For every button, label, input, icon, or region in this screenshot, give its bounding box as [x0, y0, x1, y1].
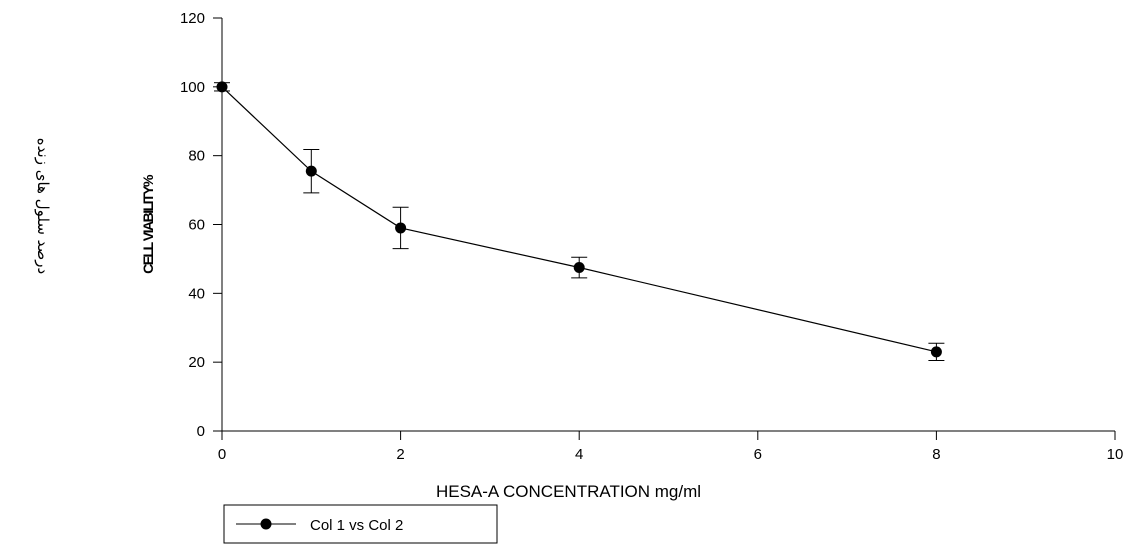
- y-tick-label: 100: [180, 79, 205, 96]
- legend-label: Col 1 vs Col 2: [310, 517, 403, 534]
- legend: Col 1 vs Col 2: [223, 504, 498, 544]
- data-point: [216, 81, 228, 93]
- x-tick-label: 6: [754, 446, 762, 463]
- x-tick-label: 0: [218, 446, 226, 463]
- y-tick-label: 80: [188, 148, 205, 165]
- legend-marker: [260, 518, 272, 530]
- y-axis-title: CELL VIABILITY%: [140, 174, 156, 274]
- data-point: [305, 165, 317, 177]
- y-tick-label: 0: [197, 423, 205, 440]
- series-col-1-vs-col-2: [214, 81, 945, 361]
- series-layer: [214, 81, 945, 361]
- x-tick-label: 8: [932, 446, 940, 463]
- data-point: [930, 346, 942, 358]
- x-tick-label: 10: [1107, 446, 1124, 463]
- y-tick-label: 40: [188, 285, 205, 302]
- y-axis-title-persian: درصد سلول های زنده: [34, 138, 52, 274]
- y-tick-label: 120: [180, 10, 205, 27]
- data-point: [573, 262, 585, 274]
- series-line: [221, 86, 937, 353]
- y-ticks: 0 20 40 60 80 100 120: [180, 10, 222, 440]
- x-axis-title: HESA-A CONCENTRATION mg/ml: [436, 482, 701, 501]
- x-tick-label: 4: [575, 446, 583, 463]
- y-axis: 0 20 40 60 80 100 120: [180, 10, 223, 440]
- x-tick-label: 2: [396, 446, 404, 463]
- y-tick-label: 20: [188, 354, 205, 371]
- data-point: [395, 222, 407, 234]
- y-tick-label: 60: [188, 217, 205, 234]
- x-ticks: 0 2 4 6 8 10: [218, 431, 1124, 463]
- x-axis: 0 2 4 6 8 10: [218, 430, 1124, 463]
